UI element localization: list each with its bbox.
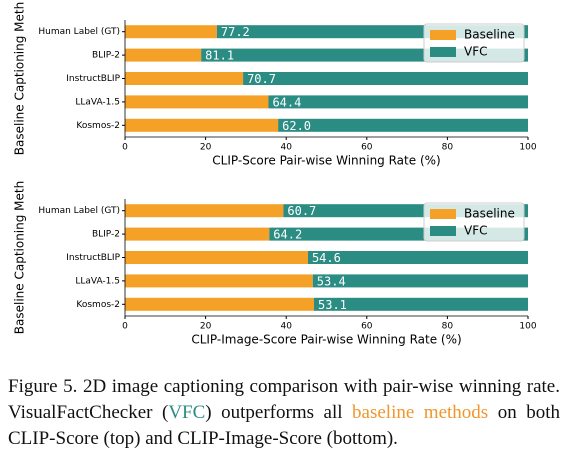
legend-swatch (430, 226, 456, 236)
legend-label: Baseline (464, 28, 515, 42)
bar-segment (307, 251, 528, 264)
y-tick-label: InstructBLIP (66, 253, 120, 263)
x-tick-label: 0 (122, 322, 128, 332)
y-tick-label: BLIP-2 (92, 230, 120, 240)
x-tick-label: 60 (361, 322, 373, 332)
legend-swatch (430, 209, 456, 219)
value-label: 77.2 (221, 25, 250, 39)
bar-segment (125, 251, 308, 264)
bar-segment (312, 274, 528, 288)
caption-text: on both CLIP-Score (top) and CLIP-Image-… (8, 402, 560, 449)
bar-segment (125, 48, 202, 62)
caption-text: Figure 5. 2D image captioning comparison… (8, 376, 560, 423)
legend-label: Baseline (464, 207, 515, 221)
value-label: 53.1 (318, 298, 347, 312)
value-label: 70.7 (247, 72, 276, 86)
bar-segment (125, 297, 315, 311)
bar-segment (125, 227, 270, 241)
figure: Human Label (GT) 77.2 BLIP-2 81.1 InstructBL… (13, 2, 537, 347)
y-tick-label: LLaVA-1.5 (75, 276, 120, 286)
x-tick-label: 100 (519, 143, 536, 153)
x-tick-label: 20 (200, 322, 212, 332)
bar-segment (314, 297, 528, 311)
y-tick-label: Human Label (GT) (38, 27, 120, 37)
x-tick-label: 40 (280, 143, 292, 153)
x-axis-label: CLIP-Image-Score Pair-wise Winning Rate … (191, 333, 461, 347)
bar-segment (268, 95, 528, 109)
legend-label: VFC (464, 45, 488, 59)
caption-text: ) outperforms all (205, 402, 353, 423)
y-axis-label: Baseline Captioning Meth (13, 2, 27, 155)
x-tick-label: 80 (442, 322, 454, 332)
x-tick-label: 20 (200, 143, 212, 153)
y-axis-label: Baseline Captioning Meth (13, 181, 27, 334)
value-label: 60.7 (287, 204, 316, 218)
bar-segment (125, 118, 279, 132)
caption-text: VFC (168, 402, 206, 423)
legend-swatch (430, 47, 456, 57)
bar-segment (278, 118, 528, 132)
x-tick-label: 60 (361, 143, 373, 153)
y-tick-label: LLaVA-1.5 (75, 97, 120, 107)
y-tick-label: Kosmos-2 (76, 121, 120, 131)
legend-swatch (430, 30, 456, 40)
legend-label: VFC (464, 224, 488, 238)
value-label: 64.2 (273, 228, 302, 242)
y-tick-label: Human Label (GT) (38, 206, 120, 216)
y-tick-label: Kosmos-2 (76, 300, 120, 310)
x-tick-label: 100 (519, 322, 536, 332)
y-tick-label: BLIP-2 (92, 51, 120, 61)
value-label: 54.6 (312, 251, 341, 265)
value-label: 53.4 (317, 274, 346, 288)
value-label: 62.0 (282, 119, 311, 133)
x-tick-label: 80 (442, 143, 454, 153)
bar-segment (125, 95, 269, 109)
bar-segment (243, 72, 529, 85)
caption: Figure 5. 2D image captioning comparison… (8, 374, 560, 452)
x-axis-label: CLIP-Score Pair-wise Winning Rate (%) (212, 154, 440, 168)
bar-segment (125, 274, 313, 288)
bar-segment (125, 25, 217, 39)
value-label: 81.1 (205, 49, 234, 63)
x-tick-label: 40 (280, 322, 292, 332)
bar-segment (125, 204, 284, 218)
x-tick-label: 0 (122, 143, 128, 153)
value-label: 64.4 (272, 95, 301, 109)
y-tick-label: InstructBLIP (66, 74, 120, 84)
bar-segment (125, 72, 244, 85)
caption-text: baseline methods (352, 402, 489, 423)
